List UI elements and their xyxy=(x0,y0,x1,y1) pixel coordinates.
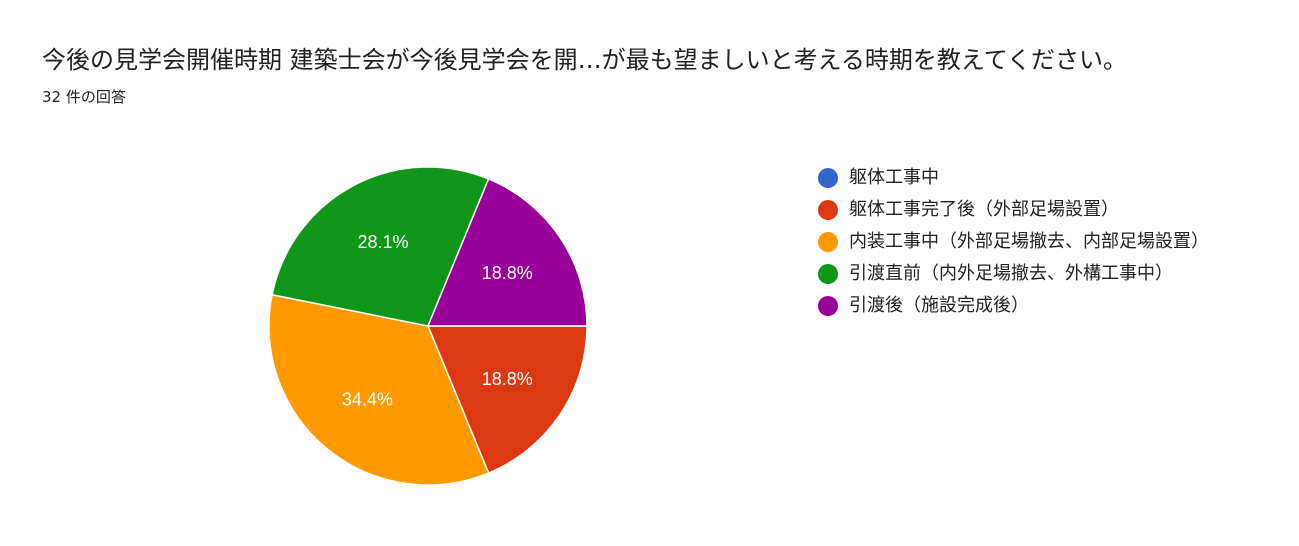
legend-item[interactable]: 躯体工事中 xyxy=(818,163,1268,192)
response-count: 32 件の回答 xyxy=(42,88,126,106)
legend-swatch xyxy=(818,296,838,316)
pie-slice[interactable] xyxy=(426,325,588,474)
legend-item[interactable]: 躯体工事完了後（外部足場設置） xyxy=(818,195,1268,224)
legend-label: 内装工事中（外部足場撤去、内部足場設置） xyxy=(849,231,1209,252)
legend-swatch xyxy=(818,232,838,252)
pie-slice-label: 34.4% xyxy=(342,390,393,410)
legend-swatch xyxy=(818,168,838,188)
pie-slice[interactable] xyxy=(268,293,490,486)
pie-slice-label: 28.1% xyxy=(357,232,408,252)
legend-label: 躯体工事中 xyxy=(849,167,939,188)
pie-slice-label: 18.8% xyxy=(482,369,533,389)
legend-label: 引渡直前（内外足場撤去、外構工事中） xyxy=(849,263,1173,284)
legend-label: 引渡後（施設完成後） xyxy=(849,295,1029,316)
legend-item[interactable]: 引渡直前（内外足場撤去、外構工事中） xyxy=(818,259,1268,288)
chart-legend: 躯体工事中躯体工事完了後（外部足場設置） 内装工事中（外部足場撤去、内部足場設置）… xyxy=(818,163,1268,323)
pie-slice[interactable] xyxy=(271,166,490,327)
legend-label: 躯体工事完了後（外部足場設置） xyxy=(849,199,1119,220)
pie-slice-label: 18.8% xyxy=(482,263,533,283)
legend-item[interactable]: 引渡後（施設完成後） xyxy=(818,291,1268,320)
legend-swatch xyxy=(818,264,838,284)
chart-title: 今後の見学会開催時期 建築士会が今後見学会を開…が最も望ましいと考える時期を教え… xyxy=(42,46,1127,74)
legend-swatch xyxy=(818,200,838,220)
pie-slice[interactable] xyxy=(426,178,588,327)
legend-item[interactable]: 内装工事中（外部足場撤去、内部足場設置） xyxy=(818,227,1268,256)
